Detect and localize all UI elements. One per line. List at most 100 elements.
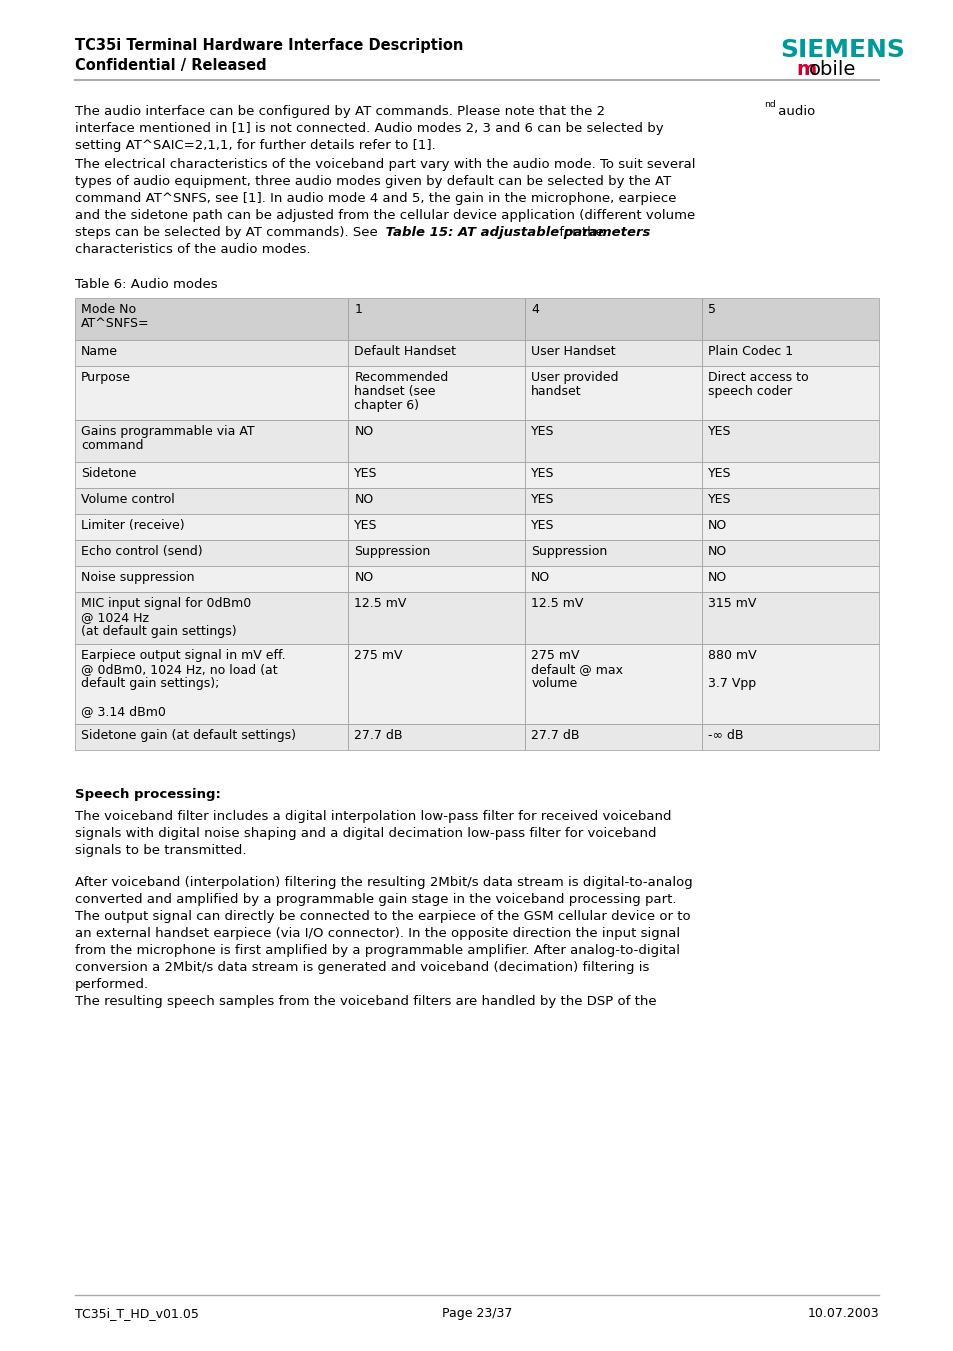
Bar (525, 366, 701, 420)
Text: 3.7 Vpp: 3.7 Vpp (707, 677, 756, 690)
Bar (701, 592, 878, 644)
Text: Suppression: Suppression (354, 544, 430, 558)
Bar (525, 340, 701, 366)
Text: After voiceband (interpolation) filtering the resulting 2Mbit/s data stream is d: After voiceband (interpolation) filterin… (75, 875, 692, 889)
Text: TC35i Terminal Hardware Interface Description: TC35i Terminal Hardware Interface Descri… (75, 38, 463, 53)
Bar (701, 644, 878, 724)
Bar (701, 299, 878, 340)
Bar (525, 566, 701, 592)
Text: Page 23/37: Page 23/37 (441, 1306, 512, 1320)
Text: volume: volume (531, 677, 577, 690)
Text: Direct access to: Direct access to (707, 372, 808, 384)
Bar (75, 420, 348, 462)
Bar (348, 420, 525, 462)
Text: Table 15: AT adjustable parameters: Table 15: AT adjustable parameters (380, 226, 650, 239)
Bar (348, 299, 525, 340)
Bar (701, 513, 878, 540)
Text: TC35i_T_HD_v01.05: TC35i_T_HD_v01.05 (75, 1306, 198, 1320)
Text: setting AT^SAIC=2,1,1, for further details refer to [1].: setting AT^SAIC=2,1,1, for further detai… (75, 139, 436, 153)
Bar (701, 420, 878, 462)
Bar (348, 724, 525, 750)
Text: conversion a 2Mbit/s data stream is generated and voiceband (decimation) filteri: conversion a 2Mbit/s data stream is gene… (75, 961, 649, 974)
Text: 315 mV: 315 mV (707, 597, 756, 611)
Text: Table 6: Audio modes: Table 6: Audio modes (75, 278, 217, 290)
Bar (701, 340, 878, 366)
Text: Gains programmable via AT: Gains programmable via AT (81, 426, 254, 438)
Bar (348, 462, 525, 488)
Text: 5: 5 (707, 303, 716, 316)
Bar (348, 513, 525, 540)
Text: Confidential / Released: Confidential / Released (75, 58, 266, 73)
Text: 27.7 dB: 27.7 dB (531, 730, 579, 742)
Text: Speech processing:: Speech processing: (75, 788, 221, 801)
Text: obile: obile (808, 59, 856, 78)
Text: (at default gain settings): (at default gain settings) (81, 626, 236, 638)
Text: @ 3.14 dBm0: @ 3.14 dBm0 (81, 705, 166, 717)
Text: Name: Name (81, 345, 118, 358)
Text: audio: audio (773, 105, 815, 118)
Text: 12.5 mV: 12.5 mV (531, 597, 583, 611)
Text: User provided: User provided (531, 372, 618, 384)
Text: @ 0dBm0, 1024 Hz, no load (at: @ 0dBm0, 1024 Hz, no load (at (81, 663, 277, 676)
Text: speech coder: speech coder (707, 385, 792, 399)
Bar (75, 366, 348, 420)
Text: Suppression: Suppression (531, 544, 607, 558)
Text: YES: YES (531, 493, 554, 507)
Bar (701, 566, 878, 592)
Bar (525, 488, 701, 513)
Bar (348, 340, 525, 366)
Bar (525, 724, 701, 750)
Text: The audio interface can be configured by AT commands. Please note that the 2: The audio interface can be configured by… (75, 105, 604, 118)
Bar (75, 340, 348, 366)
Bar (75, 513, 348, 540)
Text: 275 mV: 275 mV (354, 648, 402, 662)
Text: 275 mV: 275 mV (531, 648, 579, 662)
Bar (75, 592, 348, 644)
Text: NO: NO (707, 571, 726, 584)
Bar (701, 540, 878, 566)
Bar (525, 592, 701, 644)
Text: and the sidetone path can be adjusted from the cellular device application (diff: and the sidetone path can be adjusted fr… (75, 209, 695, 222)
Bar (75, 488, 348, 513)
Text: m: m (795, 59, 816, 78)
Text: Earpiece output signal in mV eff.: Earpiece output signal in mV eff. (81, 648, 285, 662)
Text: NO: NO (354, 426, 374, 438)
Text: User Handset: User Handset (531, 345, 616, 358)
Text: characteristics of the audio modes.: characteristics of the audio modes. (75, 243, 310, 255)
Bar (348, 488, 525, 513)
Bar (701, 366, 878, 420)
Text: YES: YES (354, 519, 377, 532)
Text: NO: NO (354, 493, 374, 507)
Text: interface mentioned in [1] is not connected. Audio modes 2, 3 and 6 can be selec: interface mentioned in [1] is not connec… (75, 122, 663, 135)
Bar (525, 513, 701, 540)
Text: Recommended: Recommended (354, 372, 448, 384)
Text: 1: 1 (354, 303, 362, 316)
Text: default @ max: default @ max (531, 663, 622, 676)
Bar (75, 540, 348, 566)
Text: an external handset earpiece (via I/O connector). In the opposite direction the : an external handset earpiece (via I/O co… (75, 927, 679, 940)
Bar (75, 566, 348, 592)
Text: 4: 4 (531, 303, 538, 316)
Text: Purpose: Purpose (81, 372, 131, 384)
Text: nd: nd (763, 100, 775, 109)
Text: signals with digital noise shaping and a digital decimation low-pass filter for : signals with digital noise shaping and a… (75, 827, 656, 840)
Text: 880 mV: 880 mV (707, 648, 756, 662)
Text: YES: YES (531, 519, 554, 532)
Text: Limiter (receive): Limiter (receive) (81, 519, 185, 532)
Text: AT^SNFS=: AT^SNFS= (81, 317, 150, 330)
Text: YES: YES (531, 467, 554, 480)
Text: YES: YES (707, 493, 731, 507)
Bar (701, 462, 878, 488)
Text: Noise suppression: Noise suppression (81, 571, 194, 584)
Text: NO: NO (707, 519, 726, 532)
Bar (348, 644, 525, 724)
Bar (525, 644, 701, 724)
Text: converted and amplified by a programmable gain stage in the voiceband processing: converted and amplified by a programmabl… (75, 893, 676, 907)
Bar (525, 540, 701, 566)
Text: handset (see: handset (see (354, 385, 436, 399)
Text: NO: NO (531, 571, 550, 584)
Text: command AT^SNFS, see [1]. In audio mode 4 and 5, the gain in the microphone, ear: command AT^SNFS, see [1]. In audio mode … (75, 192, 676, 205)
Text: YES: YES (707, 426, 731, 438)
Bar (525, 462, 701, 488)
Bar (348, 592, 525, 644)
